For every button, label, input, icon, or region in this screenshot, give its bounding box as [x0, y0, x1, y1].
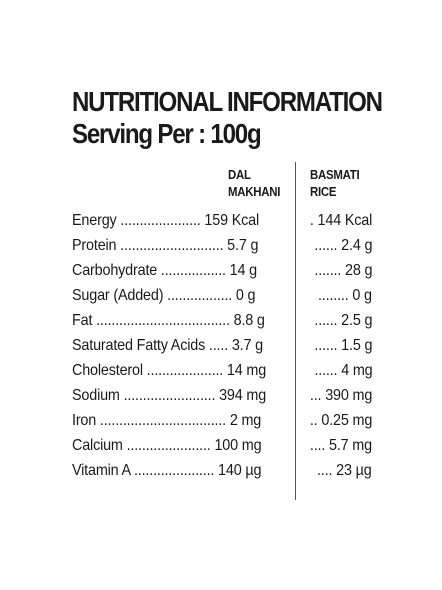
dal-makhani-value: Saturated Fatty Acids ..... 3.7 g — [72, 337, 263, 354]
column-header-line: RICE — [310, 184, 337, 199]
column-divider — [295, 162, 296, 500]
basmati-rice-value: ........ 0 g — [318, 287, 372, 304]
dal-makhani-value: Calcium ...................... 100 mg — [72, 437, 262, 454]
basmati-rice-value: .... 23 µg — [317, 462, 372, 479]
page-title: NUTRITIONAL INFORMATION — [72, 86, 383, 117]
nutrient-row-cholesterol: Cholesterol .................... 14 mg .… — [72, 358, 372, 383]
basmati-rice-value: .... 5.7 mg — [309, 437, 372, 454]
nutrient-row-calcium: Calcium ...................... 100 mg ..… — [72, 433, 372, 458]
serving-size: Serving Per : 100g — [72, 118, 262, 149]
dal-makhani-value: Iron ................................. 2… — [72, 412, 262, 429]
basmati-rice-value: ...... 2.5 g — [314, 312, 372, 329]
column-header-line: MAKHANI — [228, 184, 281, 199]
dal-makhani-value: Vitamin A ..................... 140 µg — [72, 462, 262, 479]
column-header-line: DAL — [228, 167, 251, 182]
nutrient-row-fat: Fat ................................... … — [72, 308, 372, 333]
dal-makhani-value: Sugar (Added) ................. 0 g — [72, 287, 256, 304]
nutrient-table: Energy ..................... 159 Kcal . … — [72, 208, 372, 483]
basmati-rice-value: ... 390 mg — [309, 387, 372, 404]
basmati-rice-value: .. 0.25 mg — [309, 412, 372, 429]
nutrient-row-sodium: Sodium ........................ 394 mg .… — [72, 383, 372, 408]
basmati-rice-value: ...... 4 mg — [313, 362, 372, 379]
nutrient-row-iron: Iron ................................. 2… — [72, 408, 372, 433]
basmati-rice-value: ...... 1.5 g — [314, 337, 372, 354]
dal-makhani-value: Protein ........................... 5.7 … — [72, 237, 259, 254]
nutrient-row-saturated-fatty-acids: Saturated Fatty Acids ..... 3.7 g ......… — [72, 333, 372, 358]
nutrient-row-energy: Energy ..................... 159 Kcal . … — [72, 208, 372, 233]
column-header-basmati-rice: BASMATI RICE — [310, 166, 360, 200]
nutrient-row-sugar: Sugar (Added) ................. 0 g ....… — [72, 283, 372, 308]
dal-makhani-value: Fat ................................... … — [72, 312, 265, 329]
dal-makhani-value: Sodium ........................ 394 mg — [72, 387, 267, 404]
basmati-rice-value: ....... 28 g — [314, 262, 372, 279]
nutrient-row-vitamin-a: Vitamin A ..................... 140 µg .… — [72, 458, 372, 483]
column-header-line: BASMATI — [310, 167, 360, 182]
dal-makhani-value: Carbohydrate ................. 14 g — [72, 262, 258, 279]
nutrient-row-protein: Protein ........................... 5.7 … — [72, 233, 372, 258]
nutrient-row-carbohydrate: Carbohydrate ................. 14 g ....… — [72, 258, 372, 283]
dal-makhani-value: Energy ..................... 159 Kcal — [72, 212, 260, 229]
basmati-rice-value: . 144 Kcal — [309, 212, 372, 229]
dal-makhani-value: Cholesterol .................... 14 mg — [72, 362, 267, 379]
column-header-dal-makhani: DAL MAKHANI — [228, 166, 280, 200]
basmati-rice-value: ...... 2.4 g — [314, 237, 372, 254]
